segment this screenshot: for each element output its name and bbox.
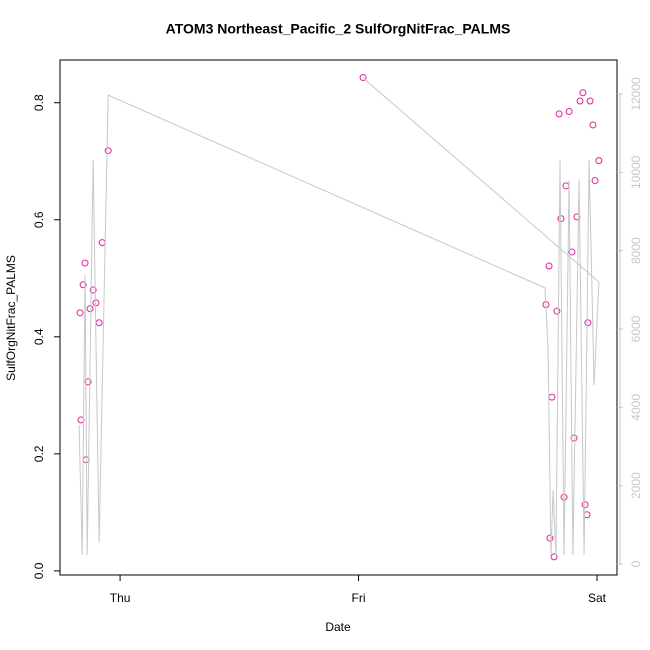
point bbox=[545, 262, 553, 270]
y-tick-label: 0.6 bbox=[32, 211, 46, 228]
point bbox=[86, 305, 94, 313]
point bbox=[548, 393, 556, 401]
point bbox=[76, 309, 84, 317]
point bbox=[589, 121, 597, 129]
point bbox=[104, 147, 112, 155]
point bbox=[92, 299, 100, 307]
point bbox=[591, 177, 599, 185]
y-axis-label: SulfOrgNitFrac_PALMS bbox=[4, 255, 18, 381]
x-tick-label: Sat bbox=[588, 591, 607, 605]
point bbox=[95, 319, 103, 327]
y-tick-label: 0.8 bbox=[32, 94, 46, 111]
point bbox=[555, 110, 563, 118]
y-tick-label: 0.4 bbox=[32, 328, 46, 345]
point bbox=[565, 108, 573, 115]
plot-box bbox=[59, 59, 618, 576]
y2-tick-label: 6000 bbox=[629, 315, 643, 342]
point bbox=[550, 553, 558, 561]
y2-tick-label: 2000 bbox=[629, 472, 643, 499]
chart-title: ATOM3 Northeast_Pacific_2 SulfOrgNitFrac… bbox=[166, 21, 511, 37]
point bbox=[570, 434, 578, 442]
y2-tick-label: 12000 bbox=[629, 77, 643, 111]
point bbox=[84, 378, 92, 386]
point bbox=[359, 74, 367, 82]
altitude-line bbox=[78, 77, 600, 556]
point bbox=[568, 248, 576, 256]
x-tick-label: Fri bbox=[352, 591, 366, 605]
point bbox=[89, 286, 97, 294]
y2-tick-label: 10000 bbox=[629, 155, 643, 189]
y2-tick-label: 4000 bbox=[629, 394, 643, 421]
y-tick-label: 0.2 bbox=[32, 445, 46, 462]
point bbox=[579, 89, 587, 97]
y-tick-label: 0.0 bbox=[32, 562, 46, 579]
point bbox=[576, 97, 584, 105]
point bbox=[573, 213, 581, 221]
x-axis-label: Date bbox=[325, 620, 351, 634]
point bbox=[553, 307, 561, 315]
point bbox=[560, 493, 568, 501]
point bbox=[584, 319, 592, 327]
y2-tick-label: 8000 bbox=[629, 237, 643, 264]
point bbox=[81, 259, 89, 267]
point bbox=[586, 97, 594, 105]
point bbox=[595, 157, 603, 165]
point bbox=[562, 182, 570, 190]
point bbox=[546, 534, 554, 542]
point bbox=[98, 239, 106, 247]
point bbox=[79, 281, 87, 289]
y2-tick-label: 0 bbox=[629, 560, 643, 567]
x-tick-label: Thu bbox=[110, 591, 131, 605]
